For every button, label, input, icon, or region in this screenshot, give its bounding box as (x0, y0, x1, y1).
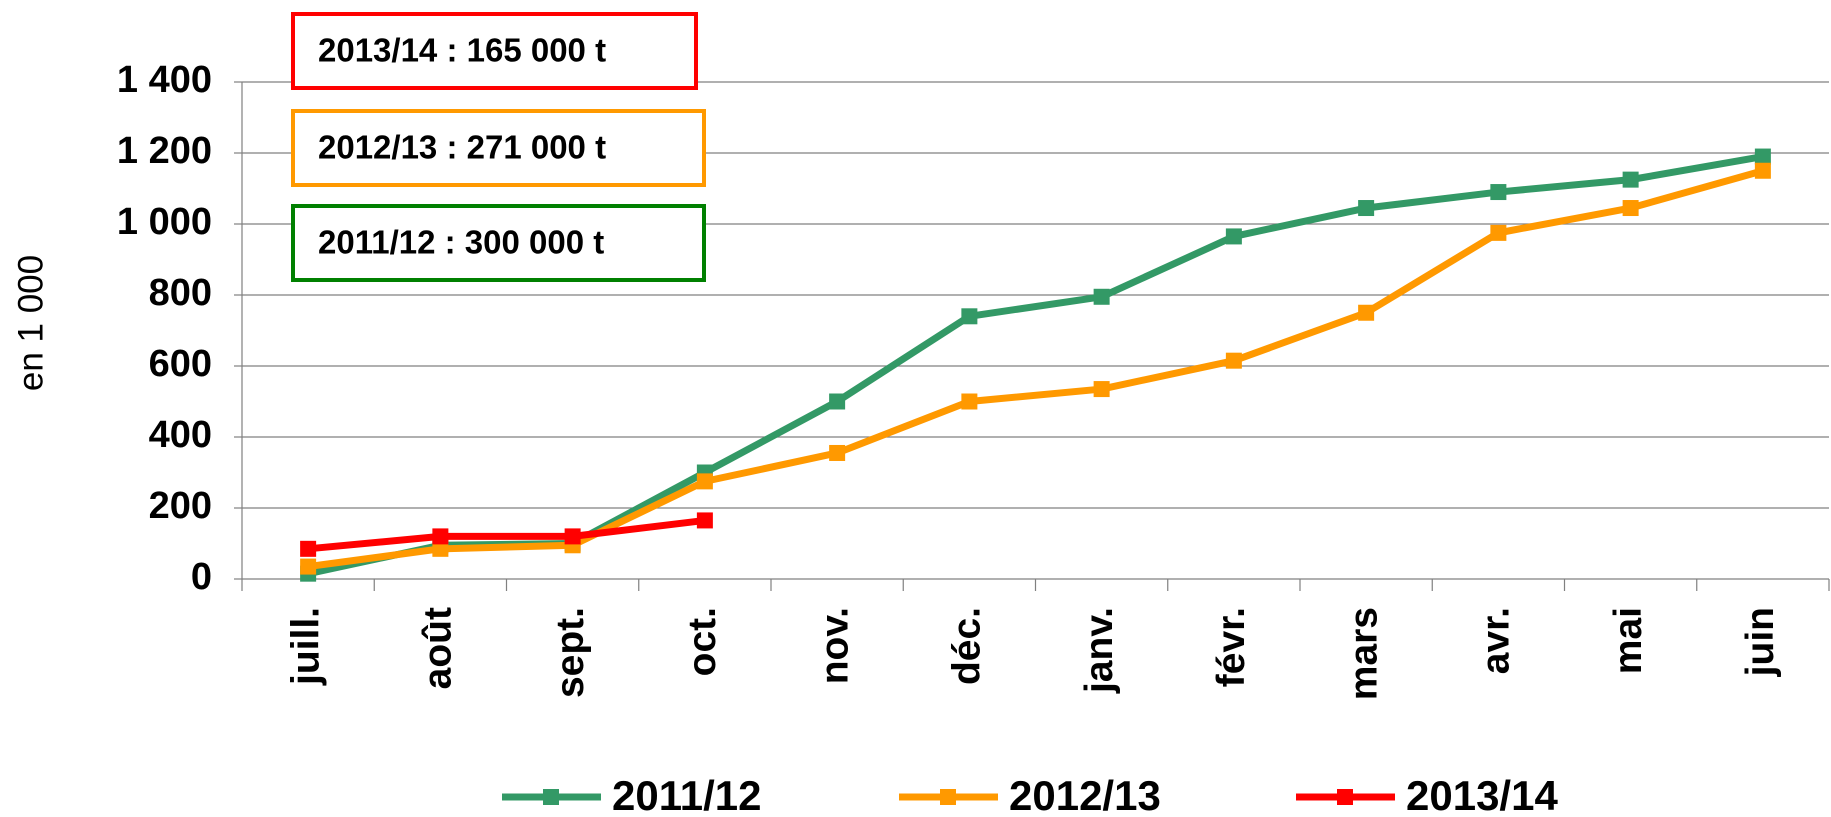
point-marker (300, 558, 317, 575)
point-marker (1225, 228, 1242, 245)
y-tick-label: 1 200 (117, 130, 212, 172)
point-marker (961, 393, 978, 410)
y-tick-label: 0 (191, 556, 212, 598)
x-tick-label: mai (1607, 607, 1650, 674)
point-marker (1358, 304, 1375, 321)
y-tick-label: 800 (149, 272, 212, 314)
point-marker (961, 308, 978, 325)
point-marker (564, 528, 581, 545)
x-tick-label: sept. (549, 607, 592, 698)
legend-marker (543, 789, 559, 805)
series-line (307, 167, 1764, 571)
x-tick-label: avr. (1475, 607, 1518, 674)
x-tick-label: août (417, 607, 460, 689)
x-tick-label: juin (1739, 607, 1782, 677)
x-tick-label: oct. (681, 607, 724, 676)
x-tick-label: mars (1342, 607, 1385, 700)
point-marker (1490, 184, 1507, 201)
x-tick-label: févr. (1210, 607, 1253, 687)
y-axis-label: en 1 000 (11, 255, 50, 391)
annotation-box (291, 109, 706, 187)
y-tick-label: 400 (149, 414, 212, 456)
annotation-box (291, 204, 706, 282)
point-marker (696, 512, 713, 529)
legend-label: 2011/12 (612, 772, 762, 817)
series-line (307, 516, 706, 553)
point-marker (432, 540, 449, 557)
x-tick-label: janv. (1078, 607, 1121, 694)
annotation-text: 2013/14 : 165 000 t (318, 32, 606, 69)
point-marker (1622, 200, 1639, 217)
annotation-text: 2012/13 : 271 000 t (318, 129, 606, 166)
point-marker (1225, 352, 1242, 369)
point-marker (432, 528, 449, 545)
point-marker (696, 473, 713, 490)
x-tick-label: nov. (813, 607, 856, 684)
point-marker (1754, 162, 1771, 179)
y-tick-label: 1 400 (117, 59, 212, 101)
legend-label: 2012/13 (1009, 772, 1161, 817)
point-marker (829, 444, 846, 461)
point-marker (1490, 224, 1507, 241)
x-tick-label: déc. (946, 607, 989, 685)
point-marker (300, 540, 317, 557)
point-marker (829, 393, 846, 410)
y-tick-label: 600 (149, 343, 212, 385)
legend-marker (1337, 789, 1353, 805)
annotation-box (291, 12, 698, 90)
y-tick-label: 1 000 (117, 201, 212, 243)
point-marker (1093, 288, 1110, 305)
point-marker (1093, 381, 1110, 398)
legend-marker (940, 789, 956, 805)
point-marker (1754, 148, 1771, 165)
point-marker (1622, 171, 1639, 188)
y-tick-label: 200 (149, 485, 212, 527)
annotation-text: 2011/12 : 300 000 t (318, 224, 604, 261)
point-marker (1358, 200, 1375, 217)
x-tick-label: juill. (284, 607, 327, 686)
legend-label: 2013/14 (1406, 772, 1558, 817)
